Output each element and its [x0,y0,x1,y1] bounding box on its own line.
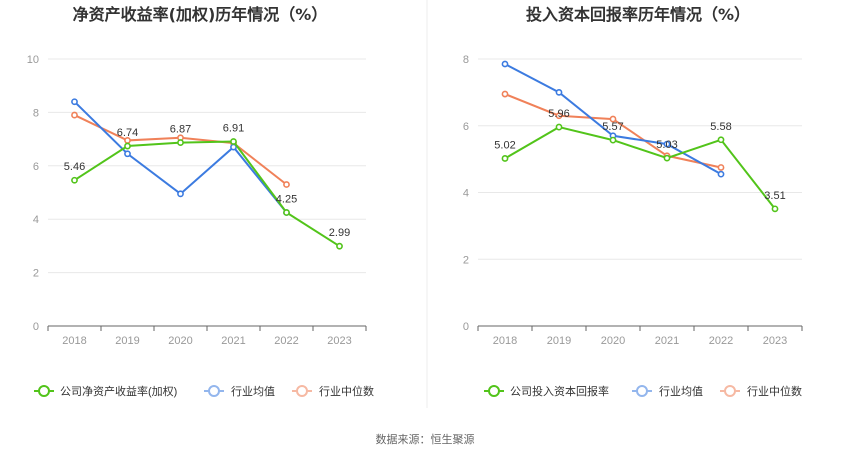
y-tick-label: 10 [27,54,39,66]
y-tick-label: 2 [33,268,39,280]
legend-item-company[interactable]: 公司投入资本回报率 [484,384,609,398]
data-label: 6.91 [223,123,244,135]
legend-label: 公司投入资本回报率 [510,384,609,398]
legend-item-industry-median[interactable]: 行业中位数 [292,384,374,398]
x-tick-label: 2018 [493,335,517,347]
series-line-company [504,126,776,210]
data-point-industry-average[interactable] [124,150,131,158]
data-point-company[interactable] [501,155,509,162]
data-point-industry-median[interactable] [283,181,290,188]
data-point-company[interactable] [177,139,184,146]
data-point-company[interactable] [124,142,131,150]
y-tick-label: 2 [463,254,469,266]
data-point-industry-median[interactable] [501,90,509,98]
data-point-company[interactable] [771,205,779,213]
data-point-company[interactable] [283,209,290,216]
chart-title: 净资产收益率(加权)历年情况（%） [73,5,328,24]
legend-item-company[interactable]: 公司净资产收益率(加权) [34,384,177,398]
data-point-company[interactable] [555,123,563,131]
legend-item-industry-median[interactable]: 行业中位数 [720,384,802,398]
data-point-company[interactable] [663,154,671,162]
y-tick-label: 6 [33,161,39,173]
data-point-industry-average[interactable] [71,98,78,106]
data-point-company[interactable] [609,136,617,144]
data-point-industry-median[interactable] [717,164,725,171]
legend-marker-icon [204,385,224,397]
data-point-industry-average[interactable] [501,60,509,68]
series-company [71,138,343,250]
legend-marker-icon [484,385,504,397]
x-tick-label: 2023 [763,335,787,347]
data-label: 6.74 [117,127,138,139]
x-tick-label: 2019 [547,335,571,347]
source-note: 数据来源：恒生聚源 [376,432,475,446]
series-company [501,123,779,213]
data-point-company[interactable] [230,138,237,145]
data-point-industry-average[interactable] [177,190,184,198]
data-label: 3.51 [764,190,785,202]
legend-label: 行业均值 [231,385,275,398]
x-tick-label: 2022 [274,335,298,347]
x-tick-label: 2021 [221,335,245,347]
data-point-industry-median[interactable] [609,115,617,123]
chart-roic: 投入资本回报率历年情况（%） 0 2 4 6 8 2018 2019 2020 2021 2022… [463,5,803,398]
data-label: 5.57 [602,121,623,133]
y-tick-label: 4 [33,214,39,226]
series-industry-average [71,98,290,216]
y-tick-label: 8 [33,107,39,119]
legend-marker-icon [34,385,54,397]
x-tick-label: 2020 [601,335,625,347]
series-industry-average [501,60,725,178]
data-point-industry-average[interactable] [663,140,671,148]
chart-roe: 净资产收益率(加权)历年情况（%） 0 2 4 6 8 10 2018 2019 2020 202… [27,5,374,398]
data-label: 5.58 [710,121,731,133]
data-label: 5.46 [64,161,85,173]
x-tick-label: 2019 [115,335,139,347]
data-point-industry-average[interactable] [555,88,563,96]
data-point-industry-median[interactable] [555,112,563,120]
data-label: 6.87 [170,124,191,136]
data-point-company[interactable] [717,136,725,144]
legend-item-industry-average[interactable]: 行业均值 [632,385,703,398]
data-label: 2.99 [329,227,350,239]
data-point-industry-average[interactable] [717,170,725,178]
data-point-company[interactable] [71,176,78,184]
legend-marker-icon [632,385,652,397]
legend-marker-icon [720,385,740,397]
y-tick-label: 0 [463,321,469,333]
plot-area: 0 2 4 6 8 10 2018 2019 2020 2021 2022 2023 5.46 6.74 6… [27,54,367,347]
legend-label: 行业均值 [659,385,703,398]
chart-title: 投入资本回报率历年情况（%） [526,5,750,24]
legend: 公司净资产收益率(加权) 行业均值 行业中位数 [34,384,374,398]
series-line-company [73,140,341,248]
data-label: 5.03 [656,139,677,151]
y-tick-label: 6 [463,121,469,133]
x-tick-label: 2020 [168,335,192,347]
x-tick-label: 2021 [655,335,679,347]
legend-item-industry-average[interactable]: 行业均值 [204,385,275,398]
data-label: 5.96 [548,108,569,120]
x-tick-label: 2018 [62,335,86,347]
legend-marker-icon [292,385,312,397]
plot-area: 0 2 4 6 8 2018 2019 2020 2021 2022 2023 5.02 5.96 5.5… [463,54,803,347]
y-tick-label: 8 [463,54,469,66]
y-tick-label: 4 [463,188,469,200]
legend: 公司投入资本回报率 行业均值 行业中位数 [484,384,802,398]
y-tick-label: 0 [33,321,39,333]
x-tick-label: 2022 [709,335,733,347]
legend-label: 行业中位数 [747,384,802,398]
data-label: 5.02 [494,139,515,151]
legend-label: 行业中位数 [319,384,374,398]
data-point-industry-median[interactable] [71,111,78,119]
legend-label: 公司净资产收益率(加权) [60,384,177,398]
data-label: 4.25 [276,194,297,206]
data-point-company[interactable] [336,242,343,250]
x-tick-label: 2023 [327,335,351,347]
